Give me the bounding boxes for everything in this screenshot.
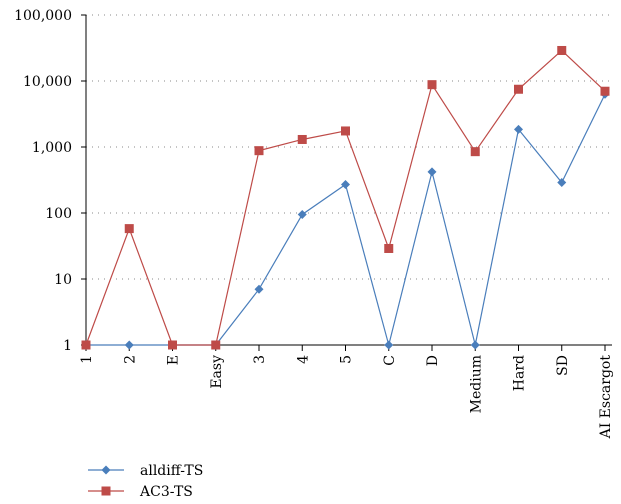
data-point xyxy=(168,340,177,350)
x-tick-label: SD xyxy=(555,355,571,376)
y-tick-label: 100,000 xyxy=(14,8,72,24)
data-point xyxy=(341,126,350,136)
y-tick-label: 100 xyxy=(45,206,72,222)
x-tick-label: E xyxy=(166,355,182,365)
data-point xyxy=(514,124,523,134)
data-point xyxy=(557,45,567,55)
x-ticks: 1 2 E Easy 3 4 5 C D Medium Hard SD AI Escargot xyxy=(79,345,614,439)
data-point xyxy=(254,146,264,156)
data-point xyxy=(297,134,307,144)
data-point xyxy=(427,167,437,177)
legend-marker xyxy=(101,465,111,475)
series-line xyxy=(85,49,606,346)
y-ticks: 1 10 100 1,000 10,000 100,000 xyxy=(14,8,86,354)
data-point xyxy=(297,209,307,219)
legend-marker xyxy=(101,486,111,496)
x-tick-label: C xyxy=(382,355,398,366)
x-tick-label: 3 xyxy=(252,355,268,364)
x-tick-label: 1 xyxy=(79,355,95,364)
data-point xyxy=(124,224,134,234)
legend: alldiff-TS AC3-TS xyxy=(88,463,203,500)
axes xyxy=(85,15,612,346)
y-tick-label: 1,000 xyxy=(32,140,72,156)
x-tick-label: 4 xyxy=(295,355,311,364)
legend-label: AC3-TS xyxy=(139,484,193,500)
data-point xyxy=(81,340,91,350)
x-tick-label: D xyxy=(425,355,441,366)
x-tick-label: 2 xyxy=(122,355,138,364)
legend-item: alldiff-TS xyxy=(88,463,203,479)
y-tick-label: 10,000 xyxy=(23,74,72,90)
data-point xyxy=(470,147,480,157)
legend-label: alldiff-TS xyxy=(140,463,203,479)
series-group xyxy=(81,45,610,350)
x-tick-label: AI Escargot xyxy=(598,355,614,440)
data-point xyxy=(600,86,610,96)
data-point xyxy=(211,340,221,350)
x-tick-label: 5 xyxy=(339,355,355,364)
y-tick-label: 10 xyxy=(54,272,72,288)
data-point xyxy=(514,84,523,94)
legend-item: AC3-TS xyxy=(88,484,193,500)
grid-lines xyxy=(86,14,612,280)
data-point xyxy=(384,243,394,253)
x-tick-label: Medium xyxy=(468,355,484,413)
x-tick-label: Easy xyxy=(209,355,225,389)
data-point xyxy=(557,177,567,187)
data-point xyxy=(254,284,264,294)
x-tick-label: Hard xyxy=(512,355,528,391)
y-tick-label: 1 xyxy=(63,338,72,354)
series-ac3-ts xyxy=(81,45,610,350)
data-point xyxy=(124,340,134,350)
data-point xyxy=(427,80,437,90)
data-point xyxy=(384,340,394,350)
data-point xyxy=(341,180,350,190)
data-point xyxy=(470,340,480,350)
